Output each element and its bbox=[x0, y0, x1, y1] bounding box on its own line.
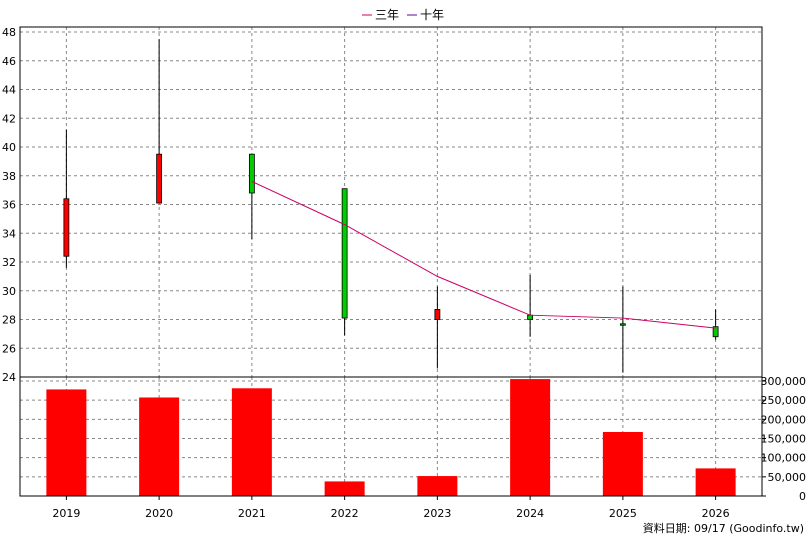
price-tick-label: 40 bbox=[2, 141, 16, 154]
x-tick-label: 2022 bbox=[331, 507, 359, 520]
volume-bar-2025 bbox=[602, 431, 643, 496]
volume-bar-2024 bbox=[510, 379, 551, 496]
candle-body bbox=[527, 314, 534, 320]
x-tick-label: 2024 bbox=[516, 507, 544, 520]
candle-2020 bbox=[156, 39, 163, 204]
candle-body bbox=[619, 323, 626, 326]
candle-2024 bbox=[527, 274, 534, 337]
price-tick-label: 24 bbox=[2, 371, 16, 384]
volume-tick-label: 200,000 bbox=[761, 413, 807, 426]
volume-grid bbox=[20, 377, 762, 496]
x-tick-label: 2026 bbox=[702, 507, 730, 520]
volume-tick-label: 0 bbox=[799, 490, 806, 503]
candle-2022 bbox=[341, 188, 348, 336]
volume-y-axis: 0 50,000 100,000 150,000 200,000 250,000 300,0… bbox=[761, 375, 807, 503]
x-tick-label: 2021 bbox=[238, 507, 266, 520]
price-tick-label: 36 bbox=[2, 199, 16, 212]
price-tick-label: 48 bbox=[2, 26, 16, 39]
price-panel: 24 26 28 30 32 34 36 38 40 42 44 46 48 bbox=[2, 26, 763, 384]
price-tick-label: 28 bbox=[2, 314, 16, 327]
price-grid bbox=[20, 27, 762, 377]
legend: 三年 十年 bbox=[362, 8, 444, 22]
candle-2023 bbox=[434, 286, 441, 369]
volume-tick-label: 100,000 bbox=[761, 452, 807, 465]
price-tick-label: 34 bbox=[2, 227, 16, 240]
price-plot-frame bbox=[19, 26, 763, 378]
volume-plot-frame bbox=[19, 376, 763, 497]
x-tick-label: 2023 bbox=[423, 507, 451, 520]
price-tick-label: 26 bbox=[2, 342, 16, 355]
volume-bar-2019 bbox=[46, 389, 87, 496]
moving-average-lines bbox=[251, 181, 716, 329]
candle-body bbox=[63, 198, 70, 257]
price-tick-label: 32 bbox=[2, 256, 16, 269]
candle-body bbox=[341, 188, 348, 319]
candle-body bbox=[712, 326, 719, 338]
price-tick-label: 38 bbox=[2, 170, 16, 183]
candle-2026 bbox=[712, 309, 719, 340]
candle-body bbox=[248, 153, 255, 194]
price-y-axis: 24 26 28 30 32 34 36 38 40 42 44 46 48 bbox=[2, 26, 16, 384]
volume-bars bbox=[46, 379, 736, 496]
volume-bar-2023 bbox=[417, 476, 458, 496]
legend-three-year-label: 三年 bbox=[375, 8, 399, 22]
price-tick-label: 42 bbox=[2, 112, 16, 125]
price-tick-label: 44 bbox=[2, 84, 16, 97]
volume-tick-label: 250,000 bbox=[761, 394, 807, 407]
volume-bar-2022 bbox=[324, 481, 365, 496]
candle-body bbox=[434, 309, 441, 320]
volume-bar-2026 bbox=[695, 468, 736, 496]
candle-2019 bbox=[63, 129, 70, 268]
price-tick-label: 30 bbox=[2, 285, 16, 298]
candle-2025 bbox=[619, 286, 626, 373]
volume-tick-label: 300,000 bbox=[761, 375, 807, 388]
x-tick-label: 2025 bbox=[609, 507, 637, 520]
volume-bar-2021 bbox=[231, 388, 272, 496]
candles bbox=[63, 39, 719, 373]
ma-line-ten-year bbox=[251, 181, 716, 329]
volume-panel: 0 50,000 100,000 150,000 200,000 250,000 300,0… bbox=[19, 375, 807, 520]
x-tick-label: 2019 bbox=[52, 507, 80, 520]
candle-2021 bbox=[248, 153, 255, 239]
data-date-footer: 資料日期: 09/17 (Goodinfo.tw) bbox=[643, 521, 804, 535]
volume-tick-label: 50,000 bbox=[768, 471, 807, 484]
legend-ten-year-label: 十年 bbox=[420, 8, 444, 22]
volume-tick-label: 150,000 bbox=[761, 433, 807, 446]
x-axis: 2019 2020 2021 2022 2023 2024 2025 2026 bbox=[52, 496, 730, 520]
candle-body bbox=[156, 153, 163, 204]
x-tick-label: 2020 bbox=[145, 507, 173, 520]
volume-bar-2020 bbox=[139, 397, 180, 496]
price-tick-label: 46 bbox=[2, 55, 16, 68]
